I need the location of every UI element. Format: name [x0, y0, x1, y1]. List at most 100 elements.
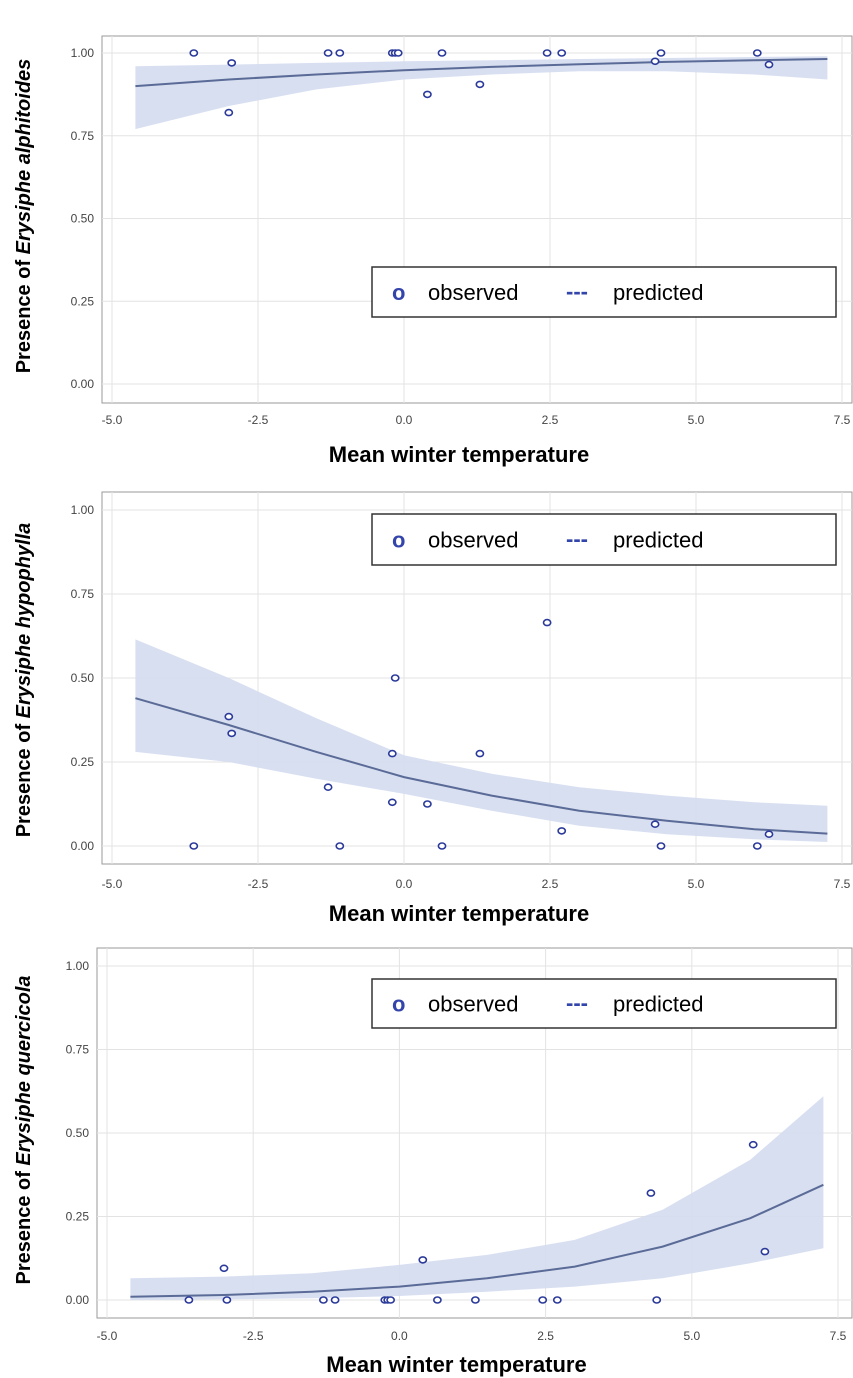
chart-panel-1: -5.0 -2.5 0.0 2.5 5.0 7.5 0.00 0.25 0.50 0.75 1.00…	[13, 35, 853, 467]
observed-point	[418, 1256, 428, 1264]
observed-point	[323, 49, 333, 57]
observed-point	[422, 800, 432, 808]
legend: o observed --- predicted	[371, 978, 837, 1029]
y-axis-title: Presence of Erysiphe alphitoides	[13, 59, 35, 374]
y-tick-label: 0.25	[66, 1210, 90, 1224]
observed-point	[552, 1296, 562, 1304]
y-axis-title-species: Erysiphe hypophylla	[13, 523, 35, 719]
observed-point	[227, 729, 237, 738]
legend-observed-marker: o	[392, 280, 405, 305]
predicted-line	[130, 1183, 824, 1298]
observed-point	[387, 749, 397, 758]
observed-point	[764, 830, 774, 839]
observed-point	[752, 49, 762, 57]
observed-point	[330, 1296, 340, 1304]
x-tick-label: -2.5	[243, 1329, 264, 1343]
observed-point	[390, 674, 400, 682]
observed-point	[748, 1140, 758, 1149]
legend-predicted-label: predicted	[613, 280, 704, 305]
x-tick-label: -5.0	[102, 877, 123, 891]
y-tick-label: 1.00	[66, 959, 90, 973]
observed-point	[224, 712, 234, 721]
y-tick-label: 0.00	[71, 839, 95, 853]
y-tick-label: 0.75	[71, 587, 95, 601]
y-axis-title-prefix: Presence of	[13, 254, 35, 373]
observed-point	[538, 1296, 548, 1304]
y-tick-label: 0.00	[71, 377, 95, 391]
observed-point	[646, 1189, 656, 1197]
observed-point	[752, 842, 762, 850]
predicted-line	[135, 58, 828, 88]
observed-point	[432, 1296, 442, 1304]
x-tick-label: 2.5	[537, 1329, 554, 1343]
observed-point	[189, 49, 199, 57]
x-tick-label: 0.0	[396, 413, 413, 427]
legend-predicted-marker: ---	[566, 991, 588, 1016]
observed-point	[386, 1296, 395, 1304]
observed-point	[437, 49, 447, 57]
y-tick-label: 0.00	[66, 1293, 90, 1307]
observed-points	[184, 1140, 770, 1304]
observed-point	[224, 108, 234, 117]
grid-lines	[102, 492, 852, 864]
observed-point	[475, 80, 485, 89]
x-tick-label: 7.5	[834, 413, 851, 427]
y-tick-label: 1.00	[71, 46, 95, 60]
x-tick-label: 5.0	[683, 1329, 700, 1343]
observed-point	[422, 90, 432, 99]
chart-panel-2: -5.0 -2.5 0.0 2.5 5.0 7.5 0.00 0.25 0.50 0.75 1.00…	[13, 491, 853, 926]
observed-point	[764, 60, 774, 69]
observed-point	[222, 1296, 232, 1304]
y-axis-title: Presence of Erysiphe quercicola	[13, 975, 35, 1284]
legend-observed-label: observed	[428, 528, 519, 553]
observed-points	[189, 49, 774, 117]
y-tick-label: 0.50	[71, 212, 95, 226]
y-tick-label: 0.75	[66, 1043, 90, 1057]
observed-point	[335, 49, 345, 57]
observed-point	[437, 842, 447, 850]
x-tick-label: 0.0	[396, 877, 413, 891]
observed-point	[557, 49, 567, 57]
observed-point	[184, 1296, 194, 1304]
observed-point	[335, 842, 345, 850]
legend-box	[371, 266, 837, 318]
confidence-band	[135, 639, 828, 842]
observed-point	[542, 618, 552, 627]
legend-observed-marker: o	[392, 992, 405, 1017]
x-tick-label: -5.0	[97, 1329, 118, 1343]
legend-box	[371, 978, 837, 1029]
observed-point	[393, 49, 403, 57]
legend-observed-label: observed	[428, 992, 519, 1017]
observed-point	[542, 49, 552, 57]
observed-point	[557, 827, 567, 835]
legend-predicted-marker: ---	[566, 279, 588, 304]
y-tick-label: 0.50	[66, 1126, 90, 1140]
observed-point	[318, 1296, 328, 1304]
observed-point	[219, 1264, 229, 1273]
x-tick-label: 0.0	[391, 1329, 408, 1343]
y-axis-title: Presence of Erysiphe hypophylla	[13, 523, 35, 838]
observed-point	[323, 783, 333, 792]
y-axis-title-prefix: Presence of	[13, 718, 35, 837]
x-tick-label: 5.0	[688, 413, 705, 427]
x-tick-label: -5.0	[102, 413, 123, 427]
y-tick-label: 0.25	[71, 755, 95, 769]
x-tick-label: -2.5	[248, 877, 269, 891]
y-tick-label: 0.25	[71, 294, 95, 308]
legend-predicted-marker: ---	[566, 527, 588, 552]
y-tick-label: 1.00	[71, 503, 95, 517]
predicted-line	[135, 697, 828, 835]
x-tick-label: 2.5	[542, 877, 559, 891]
legend-predicted-label: predicted	[613, 992, 704, 1017]
x-tick-label: 2.5	[542, 413, 559, 427]
x-axis-title: Mean winter temperature	[326, 1352, 586, 1377]
y-axis-title-species: Erysiphe alphitoides	[13, 59, 35, 255]
x-axis-title: Mean winter temperature	[329, 442, 589, 467]
observed-point	[650, 820, 660, 829]
observed-point	[650, 57, 660, 66]
x-tick-label: -2.5	[248, 413, 269, 427]
observed-point	[227, 59, 237, 67]
y-axis-title-prefix: Presence of	[13, 1166, 35, 1285]
x-tick-label: 7.5	[830, 1329, 847, 1343]
